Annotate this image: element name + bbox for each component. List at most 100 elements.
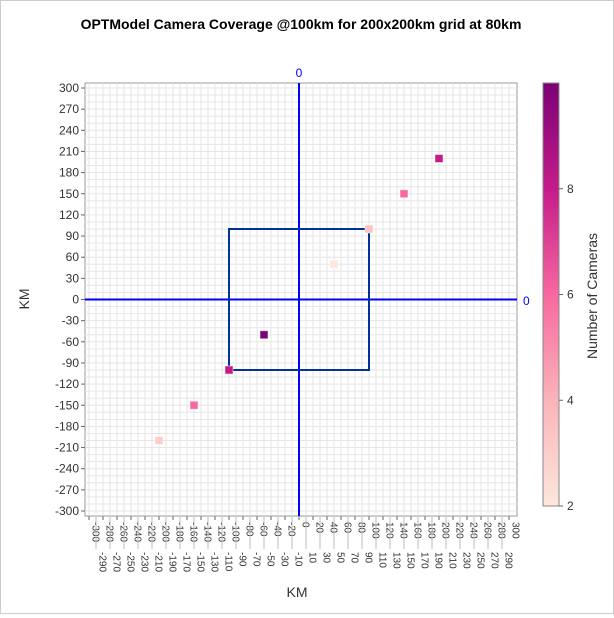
x-tick-label: 50: [335, 552, 346, 564]
refline-label-y: 0: [523, 294, 530, 308]
y-tick-label: -90: [62, 356, 80, 370]
x-tick-label: -260: [118, 522, 129, 542]
data-point: [329, 259, 339, 269]
y-tick-label: -60: [62, 335, 80, 349]
data-point: [364, 224, 374, 234]
x-tick-label: -280: [104, 522, 115, 542]
x-tick-label: 80: [356, 522, 367, 534]
x-tick-label: -20: [286, 522, 297, 537]
x-tick-label: 240: [468, 522, 479, 539]
data-point: [189, 400, 199, 410]
x-tick-label: 290: [503, 552, 514, 569]
x-tick-label: -200: [160, 522, 171, 542]
y-tick-label: 180: [59, 166, 79, 180]
colorbar-tick-label: 2: [567, 499, 574, 513]
x-tick-label: -120: [216, 522, 227, 542]
x-tick-label: -90: [237, 552, 248, 567]
x-tick-label: -100: [230, 522, 241, 542]
x-tick-label: 140: [398, 522, 409, 539]
colorbar-label: Number of Cameras: [584, 233, 600, 359]
x-tick-label: 100: [370, 522, 381, 539]
x-tick-label: 90: [363, 552, 374, 564]
x-tick-label: -270: [111, 552, 122, 572]
y-tick-label: -120: [55, 377, 79, 391]
x-axis-label: KM: [287, 584, 308, 600]
x-tick-label: 150: [405, 552, 416, 569]
x-tick-label: 30: [321, 552, 332, 564]
x-tick-label: -230: [139, 552, 150, 572]
x-tick-label: -220: [146, 522, 157, 542]
x-tick-label: 270: [489, 552, 500, 569]
data-point: [434, 154, 444, 163]
data-point: [399, 189, 409, 199]
y-tick-label: -270: [55, 483, 79, 497]
y-tick-label: 150: [59, 187, 79, 201]
coverage-box: [228, 228, 370, 371]
x-tick-label: -190: [167, 552, 178, 572]
y-tick-label: 270: [59, 102, 79, 116]
x-tick-label: -30: [279, 552, 290, 567]
y-tick-label: 300: [59, 81, 79, 95]
x-tick-label: 250: [475, 552, 486, 569]
y-tick-label: 90: [66, 229, 80, 243]
x-tick-label: -150: [195, 552, 206, 572]
x-tick-label: 0: [300, 522, 311, 528]
x-tick-label: 160: [412, 522, 423, 539]
x-tick-label: -140: [202, 522, 213, 542]
colorbar-tick-label: 8: [567, 182, 574, 196]
x-tick-label: -160: [188, 522, 199, 542]
x-tick-label: 180: [426, 522, 437, 539]
y-tick-label: 30: [66, 271, 80, 285]
x-tick-label: -240: [132, 522, 143, 542]
x-tick-label: -40: [272, 522, 283, 537]
x-tick-label: 260: [482, 522, 493, 539]
data-point: [224, 365, 234, 375]
x-tick-label: -70: [251, 552, 262, 567]
y-axis-label: KM: [16, 289, 32, 310]
x-tick-label: -10: [293, 552, 304, 567]
chart-title: OPTModel Camera Coverage @100km for 200x…: [81, 16, 522, 32]
x-tick-label: -50: [265, 552, 276, 567]
refline-label-x: 0: [296, 66, 303, 80]
x-tick-label: -60: [258, 522, 269, 537]
x-tick-label: -210: [153, 552, 164, 572]
x-tick-label: 10: [307, 552, 318, 564]
x-tick-label: 70: [349, 552, 360, 564]
y-tick-label: -150: [55, 398, 79, 412]
x-tick-label: -300: [90, 522, 101, 542]
x-tick-label: 110: [377, 552, 388, 568]
x-tick-label: 130: [391, 552, 402, 569]
colorbar: [542, 82, 560, 507]
x-tick-label: 210: [447, 552, 458, 569]
y-tick-label: 240: [59, 123, 79, 137]
y-tick-label: 210: [59, 144, 79, 158]
x-tick-label: 200: [440, 522, 451, 539]
x-tick-label: 230: [461, 552, 472, 569]
y-tick-label: -240: [55, 462, 79, 476]
x-tick-label: -110: [223, 552, 234, 572]
y-tick-label: -210: [55, 441, 79, 455]
x-tick-label: 60: [342, 522, 353, 534]
x-tick-label: 120: [384, 522, 395, 539]
x-tick-label: 190: [433, 552, 444, 569]
y-tick-label: -300: [55, 504, 79, 518]
x-tick-label: -130: [209, 552, 220, 572]
x-tick-label: -170: [181, 552, 192, 572]
x-tick-label: -180: [174, 522, 185, 542]
x-tick-label: 20: [314, 522, 325, 534]
data-point: [259, 330, 269, 340]
x-tick-label: 40: [328, 522, 339, 534]
y-tick-label: 60: [66, 250, 80, 264]
y-tick-label: 120: [59, 208, 79, 222]
colorbar-tick-label: 6: [567, 288, 574, 302]
x-tick-label: 170: [419, 552, 430, 569]
x-tick-label: 300: [510, 522, 521, 539]
x-tick-label: -290: [97, 552, 108, 572]
x-tick-label: -250: [125, 552, 136, 572]
x-tick-label: 220: [454, 522, 465, 539]
y-tick-label: -30: [62, 314, 80, 328]
data-point: [154, 436, 164, 445]
x-tick-label: 280: [496, 522, 507, 539]
